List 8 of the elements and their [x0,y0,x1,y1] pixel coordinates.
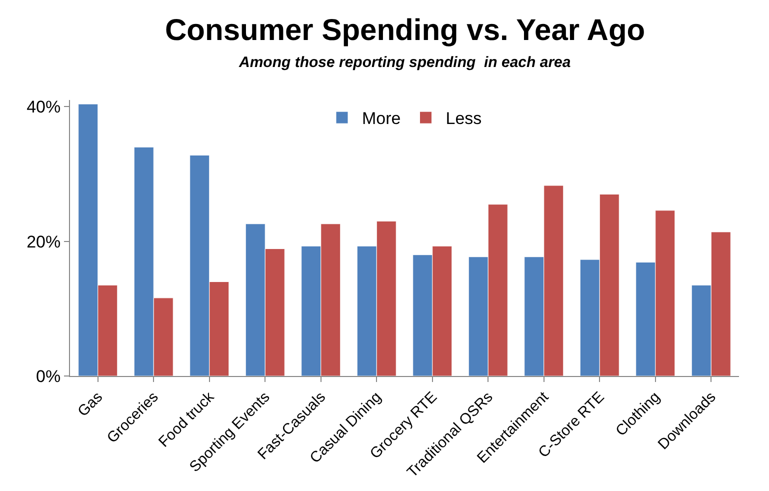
y-tick-label: 0% [36,366,61,386]
x-tick-label: Gas [74,388,106,420]
chart-subtitle: Among those reporting spending in each area [238,54,571,71]
y-tick-label: 20% [26,232,61,252]
legend-label: More [362,109,401,128]
legend-label: Less [446,109,482,128]
chart-title: Consumer Spending vs. Year Ago [165,14,646,47]
y-tick-label: 40% [26,98,61,117]
